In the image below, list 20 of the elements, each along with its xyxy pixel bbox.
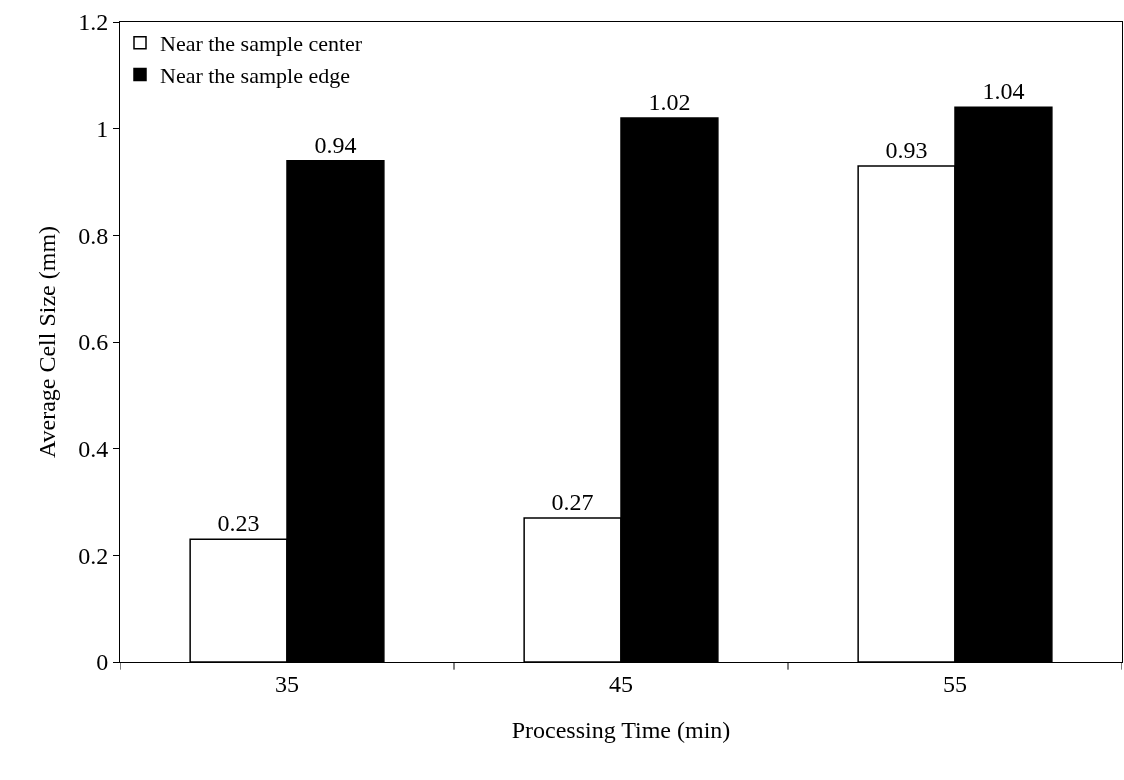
data-label: 0.93 (885, 137, 928, 163)
y-tick-label: 0.4 (78, 436, 109, 463)
data-label: 0.27 (551, 489, 594, 515)
legend-label: Near the sample center (160, 31, 363, 57)
y-tick-label: 0.8 (78, 222, 109, 249)
y-tick-label: 0.6 (78, 329, 109, 356)
x-tick-label: 55 (943, 670, 967, 697)
data-label: 1.02 (648, 89, 691, 115)
x-axis-title: Processing Time (min) (511, 717, 731, 744)
x-tick-label: 35 (275, 670, 299, 697)
x-tick-label: 45 (609, 670, 633, 697)
y-tick-label: 0.2 (78, 542, 109, 569)
y-tick-label: 0 (96, 649, 109, 676)
y-tick-label: 1.2 (78, 9, 109, 36)
data-label: 1.04 (982, 78, 1025, 105)
data-label: 0.23 (217, 510, 260, 537)
y-axis-title: Average Cell Size (mm) (34, 225, 61, 459)
data-label: 0.94 (314, 131, 357, 158)
legend-label: Near the sample edge (160, 62, 350, 88)
y-tick-label: 1 (96, 116, 109, 143)
